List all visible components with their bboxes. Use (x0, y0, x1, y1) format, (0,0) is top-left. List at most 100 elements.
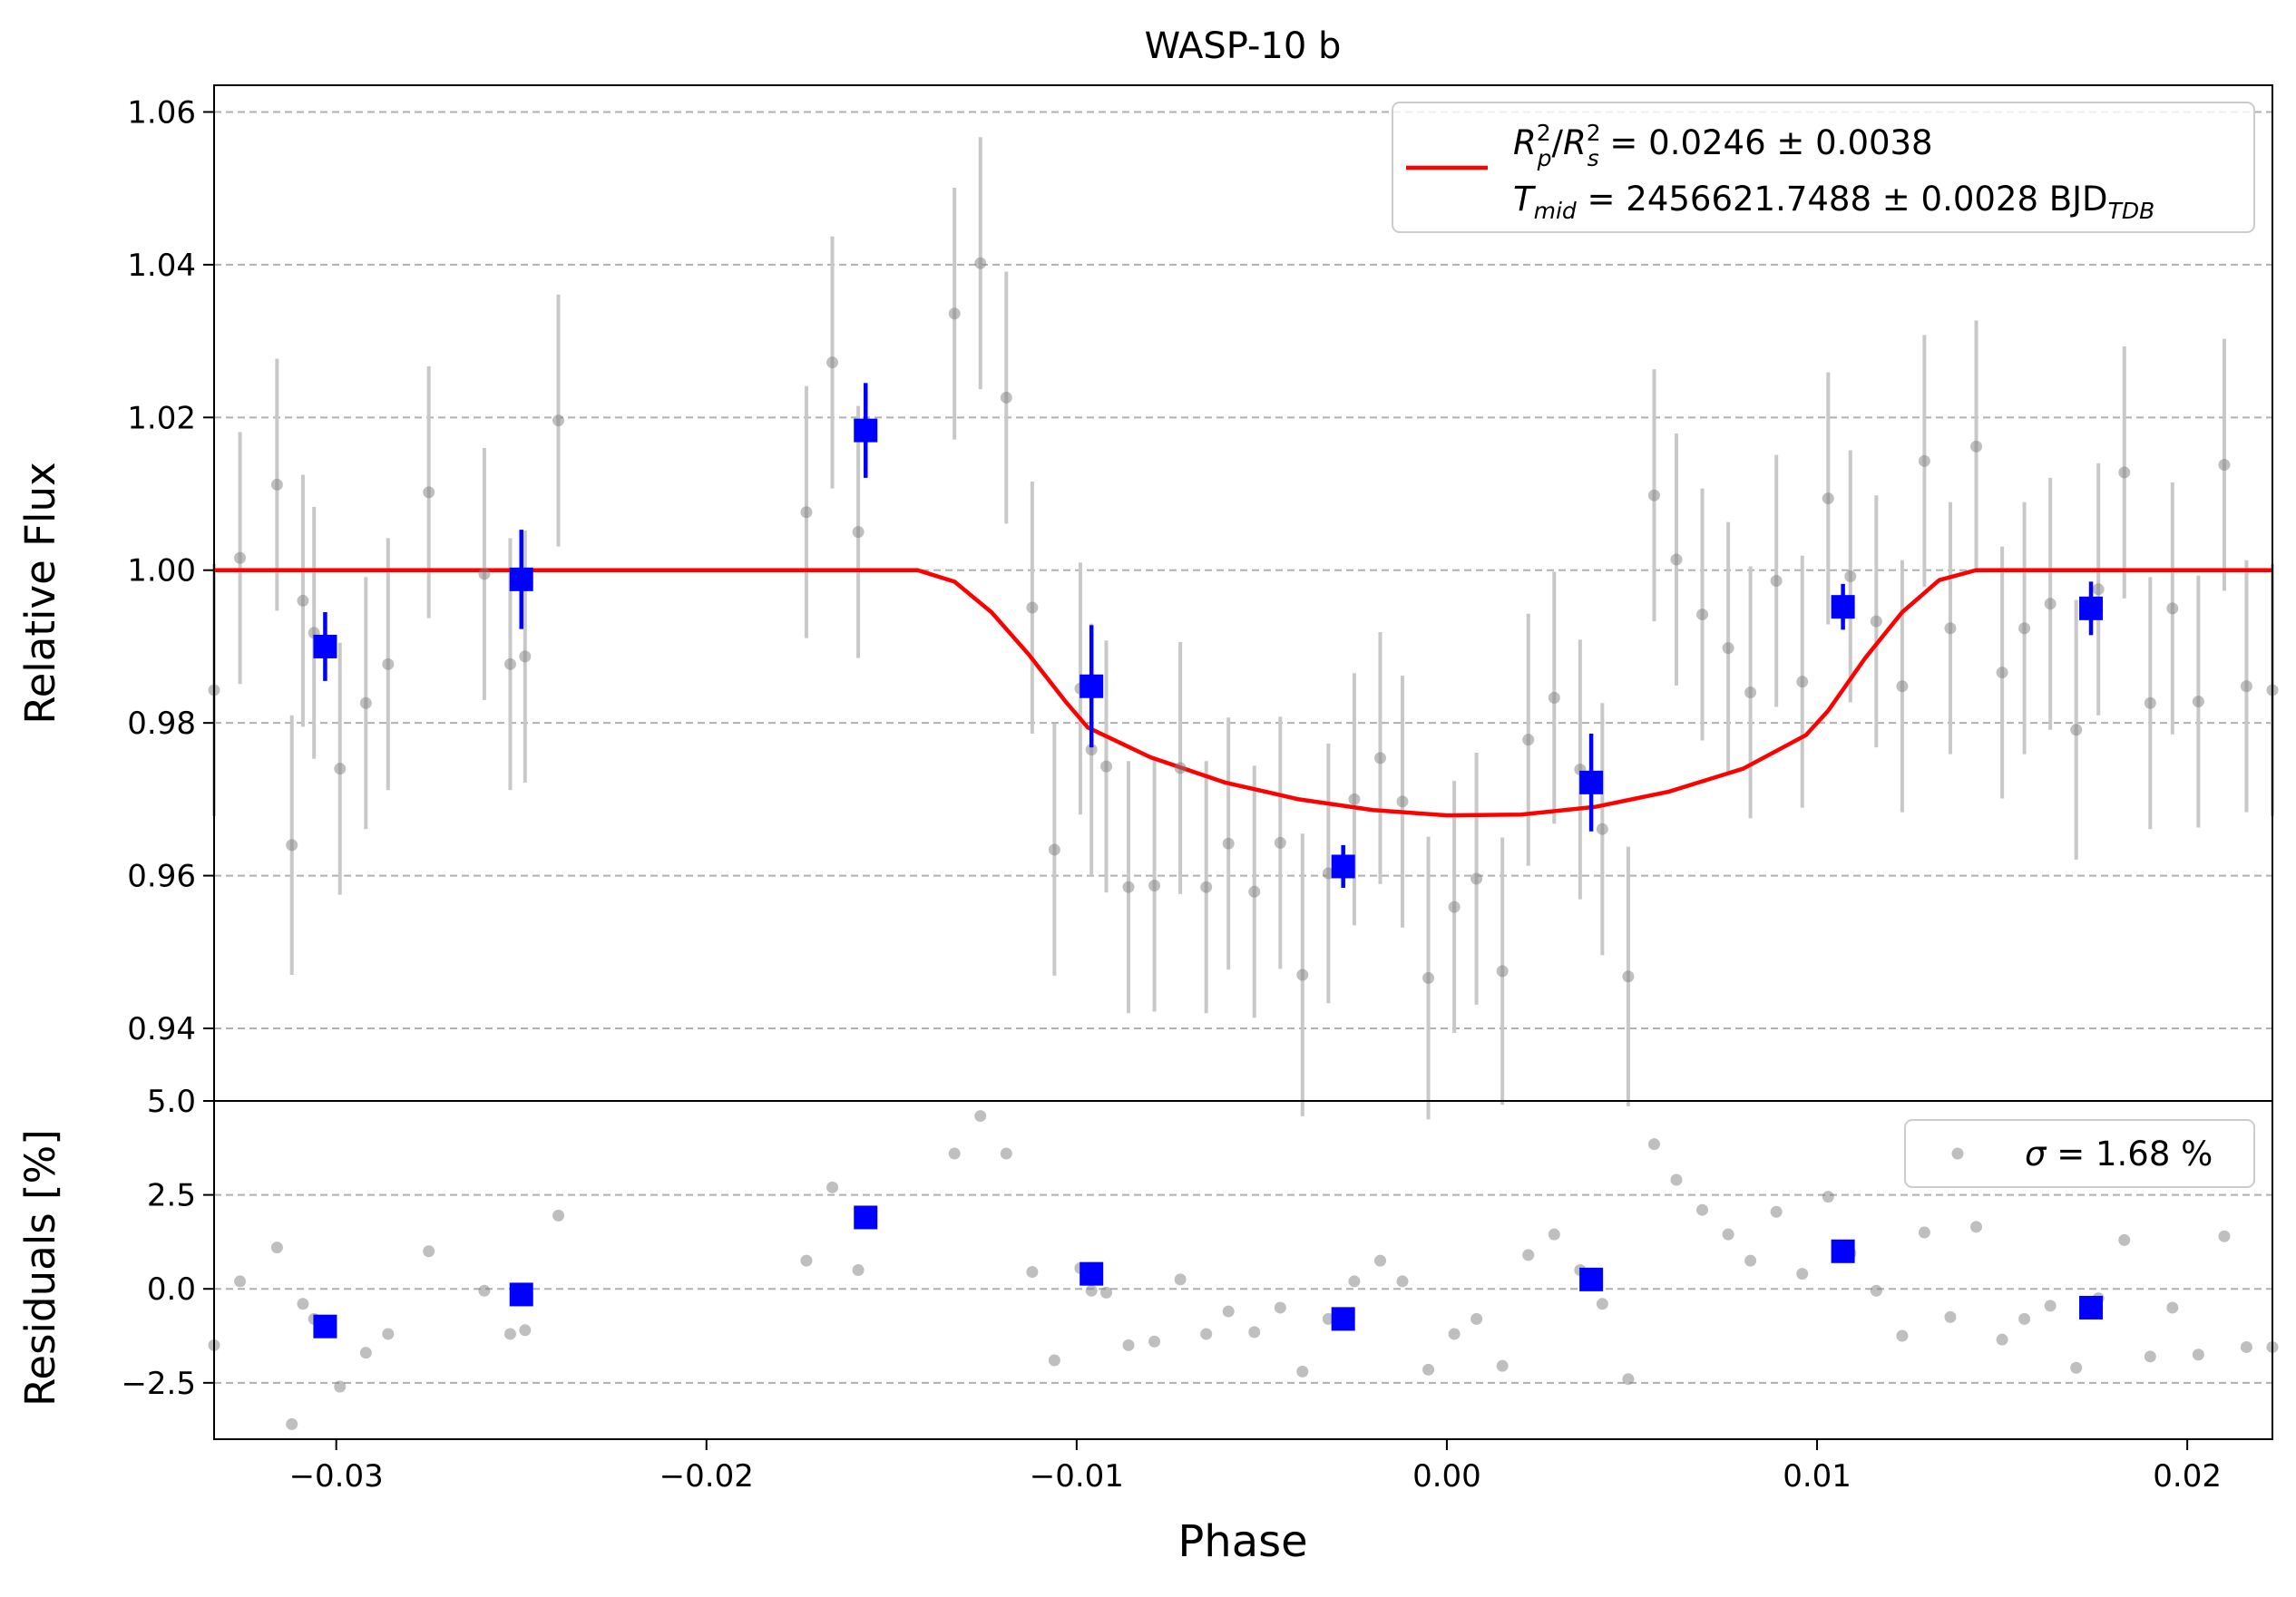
raw-flux-point (1396, 795, 1409, 808)
raw-flux-point (1722, 642, 1734, 655)
y-tick-label: 0.98 (127, 706, 196, 742)
raw-flux-point (1274, 836, 1286, 849)
y-tick-label: 0.94 (127, 1011, 196, 1047)
y-tick-label: 0.0 (147, 1271, 196, 1308)
raw-flux-point (1870, 615, 1882, 628)
raw-flux-point (2118, 466, 2131, 479)
raw-residual-point (1744, 1254, 1757, 1267)
raw-residual-point (2070, 1361, 2083, 1374)
raw-flux-point (1696, 609, 1709, 621)
raw-flux-point (270, 478, 283, 491)
raw-residual-point (1100, 1286, 1113, 1299)
raw-residual-point (800, 1254, 813, 1267)
raw-flux-point (1148, 880, 1161, 892)
raw-residual-point (1448, 1328, 1461, 1340)
raw-flux-point (2018, 622, 2031, 635)
raw-residual-point (270, 1242, 283, 1254)
x-tick-label: 0.02 (2153, 1458, 2222, 1495)
raw-residual-point (2166, 1301, 2179, 1314)
raw-flux-point (2240, 680, 2252, 693)
raw-residual-point (1722, 1228, 1734, 1241)
raw-residual-point (2240, 1340, 2252, 1353)
raw-flux-point (1248, 885, 1261, 898)
binned-residual-point (313, 1314, 337, 1339)
raw-flux-point (1322, 867, 1334, 880)
raw-residual-point (503, 1328, 516, 1340)
raw-flux-point (286, 839, 298, 852)
raw-residual-point (1870, 1284, 1882, 1297)
binned-flux-point (1831, 595, 1855, 619)
phase-x-ticks: −0.03 −0.02 −0.01 0.00 0.01 0.02 (289, 1439, 2222, 1495)
raw-residual-point (1274, 1301, 1286, 1314)
binned-flux-point (854, 418, 878, 443)
x-tick-label: −0.02 (659, 1458, 754, 1495)
residuals-raw-points (208, 1110, 2279, 1430)
raw-flux-point (1348, 793, 1361, 805)
residuals-y-axis-label: Residuals [%] (16, 1129, 64, 1407)
residuals-legend: σ = 1.68 % (1904, 1119, 2255, 1188)
raw-residual-point (948, 1147, 961, 1160)
raw-residual-point (1026, 1266, 1039, 1279)
raw-residual-point (1085, 1284, 1098, 1297)
raw-flux-point (503, 657, 516, 670)
raw-flux-point (359, 696, 372, 709)
raw-flux-point (552, 414, 565, 427)
raw-flux-point (1200, 881, 1213, 893)
raw-residual-point (297, 1298, 309, 1310)
flux-legend: R2 p/R2 s = 0.0246 ± 0.0038 Tmid = 2456621… (1392, 102, 2255, 233)
raw-residual-point (2144, 1350, 2156, 1363)
flux-panel: 0.94 0.96 0.98 1.00 1.02 1.04 1.06 Relative Fl… (16, 84, 2279, 1120)
raw-flux-point (1496, 965, 1509, 978)
binned-residual-point (1831, 1239, 1855, 1263)
raw-flux-point (826, 356, 839, 369)
raw-residual-point (552, 1209, 565, 1222)
legend-tmid-label: Tmid = 2456621.7488 ± 0.0028 BJDTDB (1513, 180, 2154, 224)
raw-residual-point (852, 1264, 865, 1276)
raw-flux-point (1970, 440, 1983, 453)
y-tick-label: 0.96 (127, 859, 196, 895)
raw-flux-point (1844, 570, 1857, 582)
raw-residual-point (382, 1328, 395, 1340)
binned-residual-point (509, 1282, 533, 1307)
raw-flux-point (948, 307, 961, 320)
flux-binned-points (313, 383, 2104, 889)
binned-residual-point (854, 1205, 878, 1230)
raw-residual-point (1048, 1354, 1060, 1367)
raw-flux-point (1622, 970, 1635, 983)
raw-flux-point (1918, 454, 1930, 467)
raw-flux-point (234, 551, 247, 564)
raw-flux-point (2070, 724, 2083, 736)
raw-flux-point (2218, 459, 2231, 472)
residuals-y-ticks: −2.5 0.0 2.5 5.0 (121, 1084, 214, 1402)
raw-flux-point (1596, 823, 1608, 835)
raw-flux-point (1822, 492, 1834, 505)
raw-residual-point (1796, 1268, 1809, 1281)
raw-flux-point (1944, 622, 1957, 635)
raw-residual-point (1000, 1147, 1012, 1160)
flux-raw-points (208, 257, 2279, 984)
raw-residual-point (974, 1110, 987, 1123)
chart-title: WASP-10 b (1145, 25, 1342, 67)
raw-residual-point (423, 1245, 435, 1258)
binned-flux-point (2079, 596, 2104, 620)
raw-residual-point (2192, 1349, 2204, 1361)
residuals-legend-box (1904, 1119, 2255, 1188)
x-axis-label: Phase (1177, 1516, 1307, 1567)
raw-flux-point (1373, 752, 1386, 764)
raw-flux-point (1670, 553, 1683, 566)
residuals-panel: −2.5 0.0 2.5 5.0 Residuals [%] σ = 1.68 % (16, 1084, 2279, 1440)
raw-residual-point (478, 1284, 491, 1297)
raw-flux-point (1296, 969, 1309, 981)
raw-flux-point (1470, 872, 1483, 885)
raw-residual-point (1548, 1228, 1560, 1241)
raw-flux-point (1422, 971, 1435, 984)
legend-depth-label: R2 p/R2 s = 0.0246 ± 0.0038 (1513, 120, 1933, 171)
binned-flux-point (1080, 674, 1104, 698)
raw-flux-point (2144, 696, 2156, 709)
raw-flux-point (1448, 901, 1461, 913)
raw-residual-point (1996, 1333, 2008, 1346)
flux-y-ticks: 0.94 0.96 0.98 1.00 1.02 1.04 1.06 (127, 94, 214, 1047)
raw-residual-point (1896, 1329, 1909, 1342)
binned-residual-point (1579, 1267, 1604, 1291)
raw-residual-point (1522, 1249, 1535, 1261)
